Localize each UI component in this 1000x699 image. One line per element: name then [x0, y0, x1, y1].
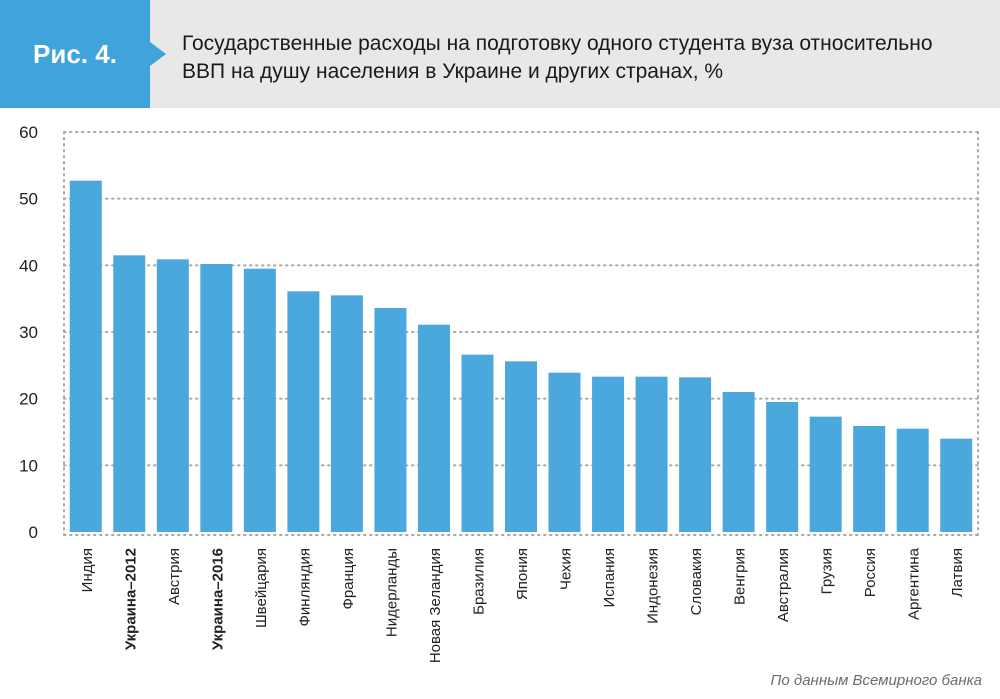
x-tick-label: Нидерланды — [383, 548, 400, 637]
figure-header: Рис. 4. Государственные расходы на подго… — [0, 0, 1000, 108]
y-tick-label: 10 — [19, 456, 38, 475]
bar — [287, 291, 320, 532]
badge-shape — [0, 0, 166, 108]
bar — [156, 259, 189, 532]
x-tick-label: Россия — [862, 548, 879, 597]
bar — [548, 372, 581, 532]
x-tick-label: Испания — [601, 548, 618, 608]
bars — [69, 180, 973, 533]
y-axis-ticks: 0 10 20 30 40 50 60 — [19, 123, 38, 542]
x-tick-label: Финляндия — [296, 548, 313, 626]
chart-title-line-2: ВВП на душу населения в Украине и других… — [182, 60, 724, 83]
bar — [374, 308, 407, 532]
bar — [896, 428, 929, 532]
y-tick-label: 40 — [19, 256, 38, 275]
bar — [592, 376, 625, 532]
bar — [679, 377, 712, 532]
x-tick-label: Грузия — [819, 548, 836, 594]
x-tick-label: Швейцария — [253, 548, 270, 628]
bar-chart: 0 10 20 30 40 50 60 Индия Украина–2012 Австрия Ук… — [19, 123, 979, 663]
x-tick-label: Франция — [340, 548, 357, 609]
x-tick-label: Австрия — [166, 548, 183, 605]
x-tick-label: Венгрия — [732, 548, 749, 605]
bar — [853, 426, 886, 532]
y-tick-label: 20 — [19, 390, 38, 409]
figure-badge — [0, 0, 166, 108]
bar — [330, 295, 363, 532]
y-tick-label: 30 — [19, 323, 38, 342]
x-tick-label: Украина–2012 — [122, 548, 139, 650]
chart-title-line-1: Государственные расходы на подготовку од… — [182, 32, 933, 55]
bar — [505, 361, 537, 532]
x-tick-label: Аргентина — [906, 547, 923, 620]
y-tick-label: 50 — [19, 190, 38, 209]
x-tick-label: Бразилия — [470, 548, 487, 615]
bar — [243, 268, 276, 532]
bar — [635, 376, 668, 532]
x-tick-label: Индонезия — [645, 548, 662, 624]
x-tick-label: Австралия — [775, 548, 792, 622]
bar — [766, 402, 799, 532]
y-tick-label: 0 — [29, 523, 38, 542]
bar — [722, 392, 755, 532]
source-note: По данным Всемирного банка — [770, 672, 982, 689]
bar — [940, 438, 973, 532]
bar — [461, 354, 494, 532]
chart-title: Государственные расходы на подготовку од… — [182, 30, 982, 86]
bar — [69, 180, 102, 532]
x-tick-label: Чехия — [558, 548, 575, 590]
y-tick-label: 60 — [19, 123, 38, 142]
x-tick-label: Новая Зеландия — [427, 548, 444, 663]
x-tick-label: Латвия — [949, 548, 966, 597]
x-tick-label: Индия — [79, 548, 96, 592]
x-axis-labels: Индия Украина–2012 Австрия Украина–2016 Швей… — [79, 547, 966, 663]
bar — [113, 255, 146, 533]
x-tick-label: Украина–2016 — [209, 548, 226, 650]
bar — [200, 264, 233, 532]
bar — [809, 416, 842, 532]
figure-label: Рис. 4. — [33, 38, 117, 69]
bar — [417, 324, 450, 532]
x-tick-label: Словакия — [688, 548, 705, 615]
x-tick-label: Япония — [514, 548, 531, 600]
